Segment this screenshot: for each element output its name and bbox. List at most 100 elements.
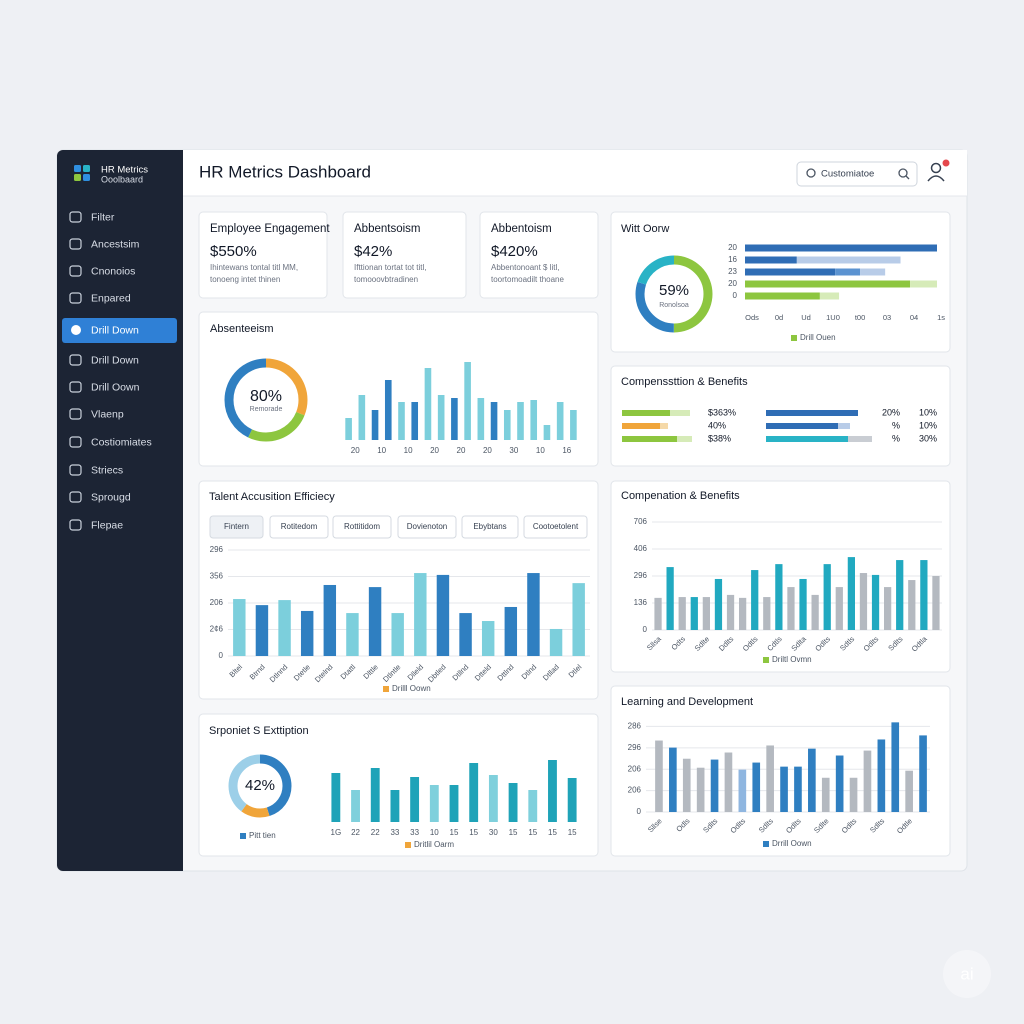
bar-segment xyxy=(838,423,850,429)
bar xyxy=(414,573,427,656)
bar xyxy=(739,597,747,630)
sidebar-label: Costiomiates xyxy=(91,436,152,448)
filter-tab-box[interactable] xyxy=(209,515,264,539)
menu-icon xyxy=(69,408,82,420)
sidebar-item[interactable]: Drill Down xyxy=(69,354,139,366)
filter-tab[interactable]: Rotitedom xyxy=(269,515,329,539)
sidebar-content: HR Metrics Ooolbaard Filter Ancestsim Cnon… xyxy=(62,165,177,531)
x-tick-label: 22 xyxy=(371,828,380,837)
search-box[interactable]: Customiatoe xyxy=(796,161,918,187)
page-title: HR Metrics Dashboard xyxy=(199,162,371,181)
bar xyxy=(835,587,843,630)
y-tick-label: 136 xyxy=(634,598,648,607)
bar xyxy=(503,410,511,440)
bar-segment xyxy=(766,410,858,416)
filter-tab[interactable]: Rottitidom xyxy=(332,515,392,539)
sidebar-label: Filter xyxy=(91,211,115,223)
filter-tab-box[interactable] xyxy=(523,515,588,539)
x-tick-label: 1G xyxy=(331,828,342,837)
donut-segment xyxy=(228,754,292,818)
x-tick-label: 15 xyxy=(528,828,537,837)
menu-icon xyxy=(69,211,82,223)
row-value: 20% xyxy=(882,407,900,417)
filter-tab-box[interactable] xyxy=(461,515,519,539)
bar xyxy=(527,573,540,656)
bar xyxy=(451,398,458,440)
logo-text: Ooolbaard xyxy=(101,174,143,184)
search-field[interactable] xyxy=(796,161,918,187)
kpi-card xyxy=(198,211,328,299)
card-title: Compenation & Benefits xyxy=(621,490,740,502)
donut-subtitle: Remorade xyxy=(250,406,283,413)
y-tick-label: 296 xyxy=(628,743,642,752)
bar xyxy=(811,594,819,630)
y-tick-label: 0 xyxy=(637,807,642,816)
bar-segment xyxy=(745,244,937,252)
row-value: $363% xyxy=(708,407,736,417)
filter-tab-box[interactable] xyxy=(397,515,457,539)
x-tick-label: 10 xyxy=(430,828,439,837)
bar xyxy=(710,759,719,812)
sidebar-item[interactable]: Vlaenp xyxy=(69,408,124,420)
y-tick-label: 406 xyxy=(634,544,648,553)
bar-segment xyxy=(860,268,886,276)
bar xyxy=(821,777,830,812)
y-tick-label: 0 xyxy=(643,625,648,634)
sidebar-item[interactable]: Sprougd xyxy=(69,491,131,503)
bar xyxy=(919,735,927,812)
sidebar-item[interactable]: Costiomiates xyxy=(69,436,152,448)
donut-segment xyxy=(635,255,713,333)
donut-center-label: 80% xyxy=(250,388,282,405)
sidebar-item[interactable]: Flepae xyxy=(69,519,123,531)
row-value: % xyxy=(892,433,900,443)
bar xyxy=(696,767,705,812)
sidebar-item[interactable]: Cnonoios xyxy=(69,265,135,277)
bar xyxy=(449,785,459,822)
x-tick-label: 30 xyxy=(489,828,498,837)
bar-segment xyxy=(745,280,911,288)
bar-segment xyxy=(835,268,861,276)
sidebar-item[interactable]: Striecs xyxy=(69,464,123,476)
filter-tab[interactable]: Fintern xyxy=(209,515,264,539)
sidebar-item[interactable]: Drill Down xyxy=(62,318,177,343)
sidebar-item[interactable]: Drill Oown xyxy=(69,381,140,393)
bar xyxy=(787,587,795,630)
sidebar-item[interactable]: Enpared xyxy=(69,292,131,304)
x-tick-label: 10 xyxy=(536,446,545,455)
filter-tab-label: Rotitedom xyxy=(281,522,318,531)
filter-tab-box[interactable] xyxy=(332,515,392,539)
bar xyxy=(702,597,710,630)
bar xyxy=(370,768,380,822)
bar xyxy=(567,778,577,822)
bar xyxy=(891,722,900,812)
bar-segment xyxy=(745,256,797,264)
y-tick-label: 23 xyxy=(728,267,737,276)
kpi-card xyxy=(479,211,599,299)
row-value: 40% xyxy=(708,420,726,430)
bar xyxy=(351,790,360,822)
avatar-body xyxy=(927,175,945,182)
notification-dot xyxy=(942,159,950,167)
x-tick-label: 15 xyxy=(548,828,557,837)
bar xyxy=(410,777,420,822)
row-value: 10% xyxy=(919,407,937,417)
menu-icon xyxy=(69,381,82,393)
logo-tile xyxy=(74,165,81,172)
sidebar-item[interactable]: Filter xyxy=(69,211,115,223)
menu-icon xyxy=(69,464,82,476)
bar xyxy=(920,560,928,630)
filter-tab-box[interactable] xyxy=(269,515,329,539)
filter-tab[interactable]: Cootoetolent xyxy=(523,515,588,539)
bar xyxy=(464,362,471,440)
filter-tab[interactable]: Dovienoton xyxy=(397,515,457,539)
bar xyxy=(490,402,498,440)
kpi-description: toortomoadilt thoane xyxy=(491,275,564,284)
bar xyxy=(346,613,359,656)
user-avatar[interactable] xyxy=(927,159,950,182)
filter-tab[interactable]: Ebybtans xyxy=(461,515,519,539)
logo-text: HR Metrics xyxy=(101,165,148,176)
bar xyxy=(477,398,485,440)
sidebar-item[interactable]: Ancestsim xyxy=(69,238,140,250)
kpi-value: $550% xyxy=(210,243,257,260)
filter-tab-label: Cootoetolent xyxy=(533,522,579,531)
